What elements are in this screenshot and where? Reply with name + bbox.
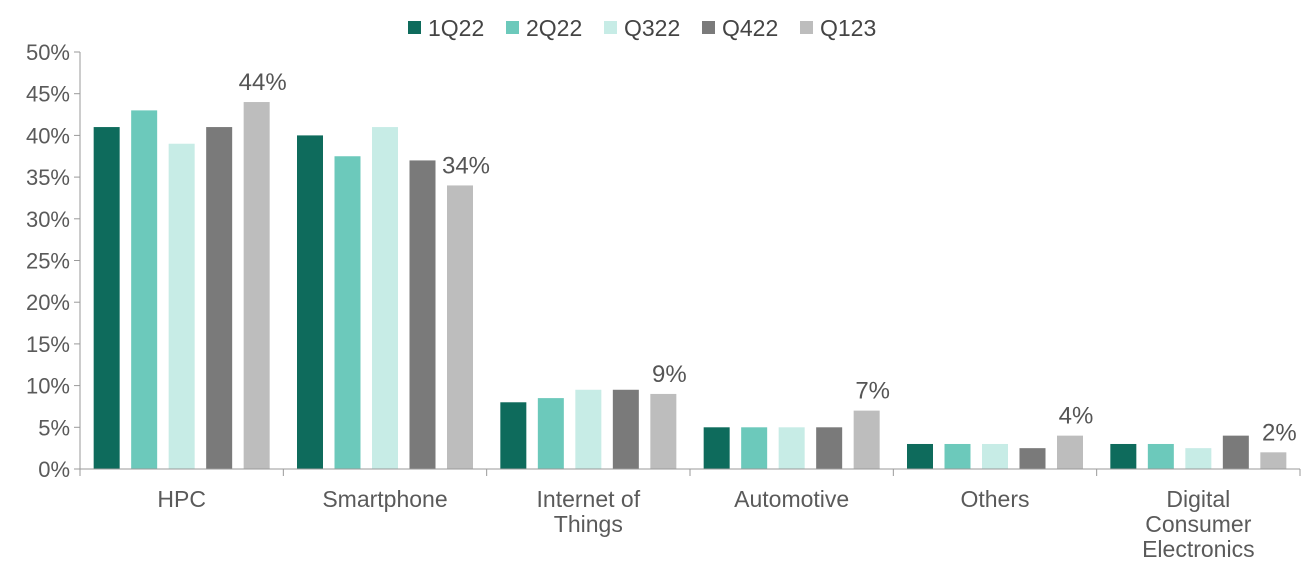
y-tick-label: 40% [26, 123, 70, 148]
data-label: 9% [652, 361, 687, 388]
bar [816, 427, 843, 469]
bar [982, 443, 1008, 469]
y-axis: 0% 5% 10% 15% 20% 25% 30% 35% 40% 45% 50% [26, 40, 81, 482]
bar [1057, 435, 1083, 469]
data-labels: 44% 34% 9% 7% 4% 2% [239, 69, 1297, 446]
category-label: Internet of Things [537, 486, 641, 537]
bar [853, 410, 880, 469]
category-label: HPC [157, 486, 206, 512]
data-label: 44% [239, 69, 287, 96]
bar [612, 389, 639, 469]
bar [1147, 443, 1174, 469]
legend-item: 2Q22 [506, 15, 582, 41]
legend-item: Q123 [800, 15, 876, 41]
legend-swatch [800, 21, 813, 34]
y-tick-label: 5% [38, 415, 70, 440]
bar [741, 427, 768, 469]
legend: 1Q22 2Q22 Q322 Q422 Q123 [408, 15, 876, 41]
data-label: 2% [1262, 419, 1297, 446]
category-label: Digital Consumer Electronics [1142, 486, 1254, 562]
legend-label: Q322 [624, 15, 680, 41]
bar [1260, 452, 1287, 469]
bar [703, 427, 730, 469]
bar [575, 389, 602, 469]
y-tick-label: 35% [26, 165, 70, 190]
y-tick-label: 20% [26, 290, 70, 315]
bar [778, 427, 805, 469]
legend-label: Q422 [722, 15, 778, 41]
bar [1185, 448, 1212, 469]
legend-label: 2Q22 [526, 15, 582, 41]
bar [1222, 435, 1249, 469]
bar [297, 135, 323, 469]
data-label: 4% [1059, 403, 1094, 430]
y-tick-label: 50% [26, 40, 70, 65]
y-tick-label: 15% [26, 332, 70, 357]
category-label: Automotive [734, 486, 849, 512]
bar [168, 143, 195, 470]
y-tick-label: 10% [26, 374, 70, 399]
bar [334, 156, 361, 469]
bar [447, 185, 473, 469]
bar [1110, 443, 1137, 469]
legend-item: Q322 [604, 15, 680, 41]
category-label: Smartphone [322, 486, 447, 512]
bar [243, 102, 270, 469]
y-tick-label: 25% [26, 249, 70, 274]
bar [409, 160, 436, 470]
legend-label: Q123 [820, 15, 876, 41]
bar [537, 398, 564, 469]
legend-swatch [506, 21, 519, 34]
bar [500, 402, 527, 469]
data-label: 7% [855, 378, 890, 405]
y-tick-label: 45% [26, 82, 70, 107]
x-axis: HPC Smartphone Internet of Things Automotive… [79, 468, 1301, 562]
bars [93, 102, 1287, 470]
legend-item: 1Q22 [408, 15, 484, 41]
data-label: 34% [442, 152, 490, 179]
bar [650, 393, 677, 469]
bar [372, 127, 398, 469]
legend-label: 1Q22 [428, 15, 484, 41]
y-tick-label: 0% [38, 457, 70, 482]
legend-swatch [604, 21, 617, 34]
bar [907, 443, 933, 469]
y-tick-label: 30% [26, 207, 70, 232]
bar [1019, 448, 1046, 469]
bar [131, 110, 158, 469]
bar [206, 127, 233, 469]
bar [944, 443, 971, 469]
bar [93, 127, 120, 469]
legend-item: Q422 [702, 15, 778, 41]
legend-swatch [408, 21, 421, 34]
legend-swatch [702, 21, 715, 34]
category-label: Others [960, 486, 1029, 512]
